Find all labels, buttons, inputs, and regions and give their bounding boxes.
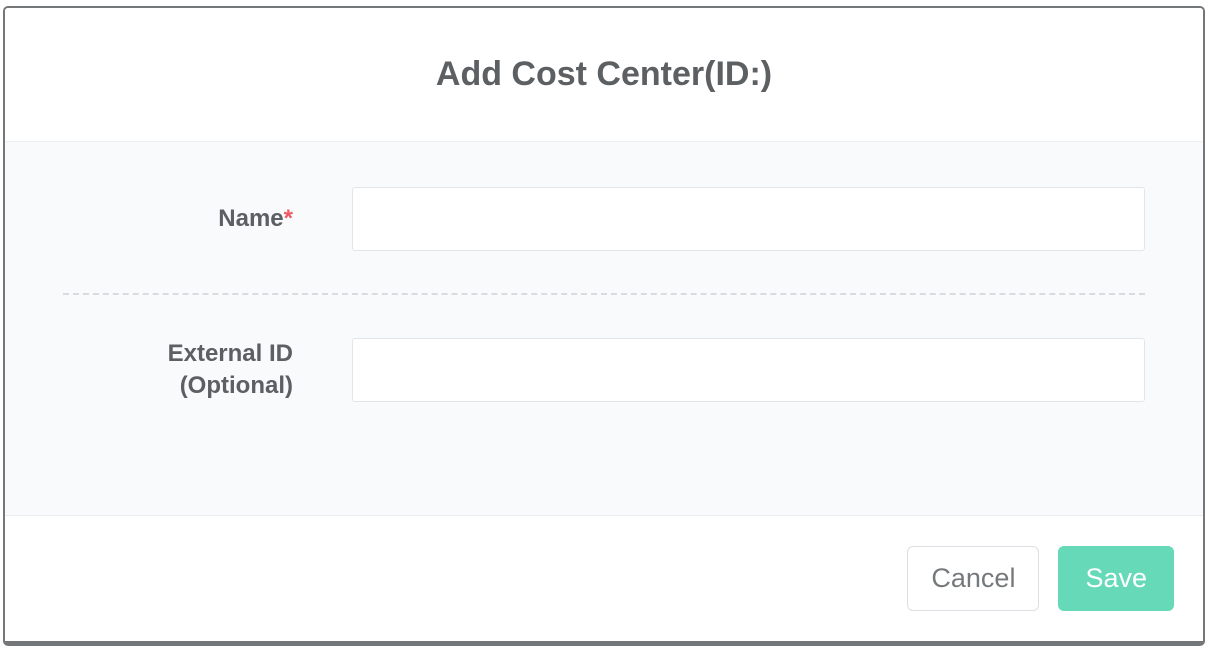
required-asterisk: * [283,205,293,233]
name-label-text: Name [218,205,284,233]
dashed-divider [63,293,1145,295]
add-cost-center-dialog: Add Cost Center(ID:) Name* External ID (… [3,6,1205,646]
name-input[interactable] [352,187,1145,251]
cancel-button[interactable]: Cancel [907,546,1040,611]
dialog-header: Add Cost Center(ID:) [5,8,1203,142]
name-field-row: Name* [63,187,1145,251]
external-id-field-row: External ID (Optional) [63,338,1145,402]
dialog-title: Add Cost Center(ID:) [435,55,773,93]
external-id-label-text: External ID (Optional) [167,340,293,399]
save-button[interactable]: Save [1058,546,1174,611]
external-id-input[interactable] [352,338,1145,402]
dialog-footer: Cancel Save [5,515,1203,641]
name-field-label: Name* [63,203,293,235]
external-id-field-label: External ID (Optional) [63,338,293,401]
dialog-body: Name* External ID (Optional) [5,142,1203,515]
